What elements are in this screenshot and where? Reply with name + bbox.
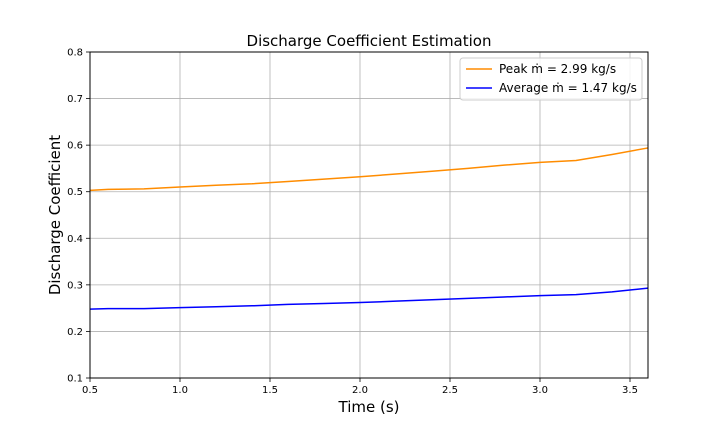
y-axis-label: Discharge Coefficient xyxy=(46,135,64,295)
y-tick-label: 0.1 xyxy=(67,374,83,385)
x-tick-label: 3.5 xyxy=(622,385,638,396)
x-axis-label: Time (s) xyxy=(338,398,400,416)
y-tick-label: 0.2 xyxy=(67,327,83,338)
y-tick-label: 0.7 xyxy=(67,94,83,105)
x-tick-label: 3.0 xyxy=(532,385,548,396)
series-layer xyxy=(89,147,649,310)
series-line-2 xyxy=(89,287,649,310)
y-tick-label: 0.5 xyxy=(67,187,83,198)
legend-box xyxy=(459,57,643,101)
chart-title: Discharge Coefficient Estimation xyxy=(247,32,492,50)
legend: Peak ṁ = 2.99 kg/s Average ṁ = 1.47 kg/s xyxy=(459,57,643,101)
x-tick-label: 0.5 xyxy=(82,385,98,396)
y-tick-label: 0.6 xyxy=(67,141,83,152)
y-tick-label: 0.4 xyxy=(67,234,83,245)
y-tick-label: 0.3 xyxy=(67,280,83,291)
y-tick-label: 0.8 xyxy=(67,48,83,59)
plot-background xyxy=(90,52,648,378)
legend-label-2: Average ṁ = 1.47 kg/s xyxy=(499,81,637,95)
x-tick-label: 1.0 xyxy=(172,385,188,396)
legend-label-1: Peak ṁ = 2.99 kg/s xyxy=(499,62,616,76)
x-tick-label: 1.5 xyxy=(262,385,278,396)
x-tick-label: 2.0 xyxy=(352,385,368,396)
series-line-1 xyxy=(89,147,649,192)
axis-ticks: 0.5 1.0 1.5 2.0 2.5 3.0 3.5 0.1 0.2 0.3 0.4 0.5 0.6 0… xyxy=(67,48,638,397)
plot-frame xyxy=(89,51,649,379)
x-tick-label: 2.5 xyxy=(442,385,458,396)
